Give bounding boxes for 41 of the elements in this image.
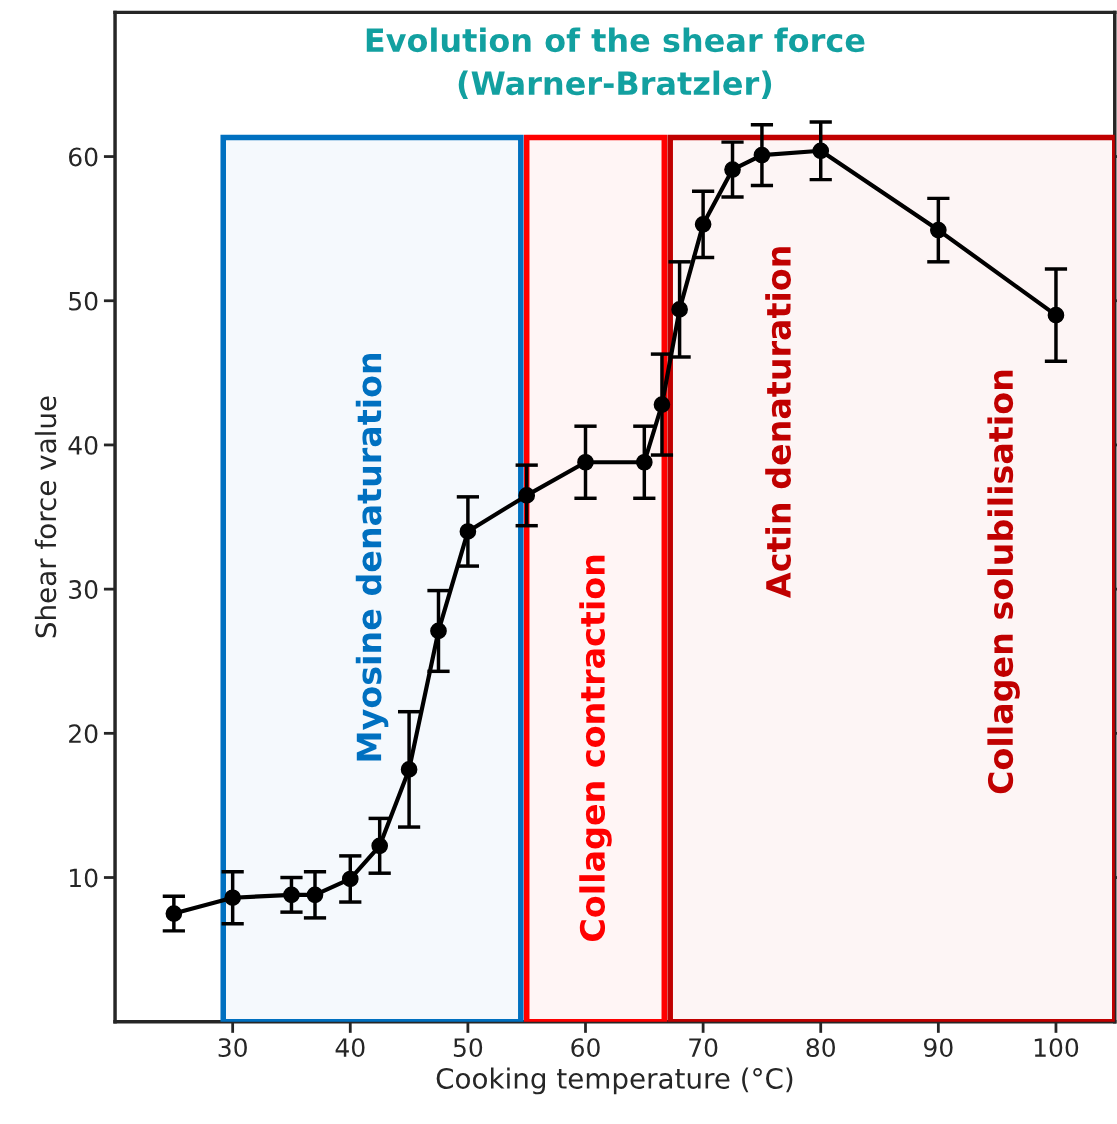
x-tick-label: 60 [571,1038,600,1058]
band-label: Collagen contraction [579,555,612,941]
band-label: Actin denaturation [765,247,791,598]
y-tick-label: 10 [70,868,98,888]
text: Evolution of the shear force (Warner-Bratzler) [366,27,865,100]
x-tick-label: 80 [806,1038,835,1058]
point [753,146,771,164]
point [671,301,688,318]
y-tick-label: 40 [68,435,98,455]
point [459,523,477,540]
point [518,487,536,504]
y-tick-label: 30 [69,580,98,599]
x-axis-title: Cooking temperature (°C) [436,1067,793,1095]
x-tick-label: 50 [453,1038,483,1058]
point [341,870,359,888]
point [371,837,389,855]
x-tick-label: 70 [689,1038,718,1058]
point [930,221,947,239]
y-tick-label: 20 [69,724,98,744]
annotation: Collagen solubilisation [987,370,1020,794]
point [812,142,830,160]
point [653,396,671,413]
point [694,215,712,233]
point [430,622,447,640]
point [635,453,653,471]
point [724,161,741,178]
point [577,453,594,471]
point [1047,306,1065,324]
x-tick-label: 30 [218,1038,247,1058]
point [165,905,183,922]
y-axis-title: Shear force value [34,396,57,638]
x-tick-label: 40 [335,1038,365,1058]
y-tick-label: 50 [69,291,98,311]
point [224,889,241,907]
x-tick-label: 90 [924,1038,953,1058]
band-label: Myosine denaturation [355,353,389,761]
y-tick-label: 60 [69,147,98,167]
point [283,886,300,904]
point [306,886,324,904]
x-tick-label: 100 [1034,1038,1079,1058]
point [400,761,418,778]
